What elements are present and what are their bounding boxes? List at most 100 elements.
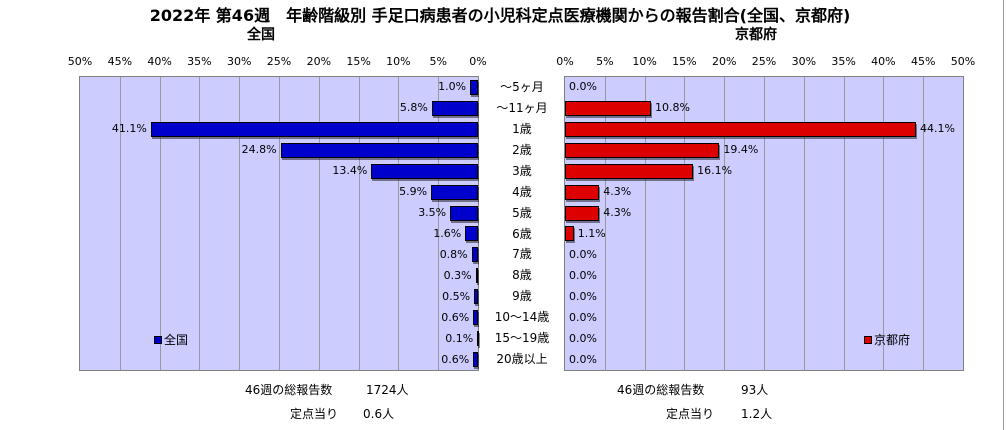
frame-right-edge: [1003, 0, 1004, 430]
kyoto-data-label: 0.0%: [569, 80, 597, 94]
national-data-label: 5.8%: [399, 101, 428, 115]
national-bar: [471, 247, 478, 263]
gridline: [883, 77, 885, 370]
x-tick-label: 40%: [147, 55, 172, 68]
legend-label-kyoto: 京都府: [874, 333, 911, 347]
national-bar: [465, 226, 478, 242]
category-label: 1歳: [512, 121, 532, 136]
kyoto-data-label: 0.0%: [569, 331, 597, 345]
national-data-label: 41.1%: [111, 122, 147, 136]
national-data-label: 3.5%: [418, 206, 447, 220]
national-bar: [431, 100, 478, 116]
kyoto-data-label: 1.1%: [577, 226, 606, 240]
category-label: 7歳: [512, 247, 532, 262]
gridline: [724, 77, 726, 370]
panel-heading-national: 全国: [247, 27, 275, 43]
kyoto-bar: [565, 184, 600, 200]
category-label: ～5ヶ月: [500, 80, 544, 94]
kyoto-data-label: 19.4%: [723, 143, 759, 157]
kyoto-data-label: 0.0%: [569, 352, 597, 366]
total-reports-value-kyoto: 93人: [741, 383, 769, 397]
kyoto-data-label: 4.3%: [603, 206, 632, 220]
gridline: [684, 77, 686, 370]
category-label: ～11ヶ月: [496, 100, 548, 115]
total-reports-label-national: 46週の総報告数: [245, 383, 333, 397]
x-tick-label: 10%: [386, 55, 411, 68]
kyoto-bar: [565, 142, 720, 158]
category-label: 9歳: [512, 289, 532, 304]
x-tick-label: 35%: [187, 55, 212, 68]
kyoto-data-label: 16.1%: [697, 164, 733, 178]
national-data-label: 1.0%: [438, 80, 467, 94]
national-bar: [475, 268, 478, 284]
kyoto-data-label: 0.0%: [569, 310, 597, 324]
category-label: 3歳: [512, 163, 532, 178]
gridline: [279, 77, 280, 370]
national-data-label: 0.3%: [443, 268, 472, 282]
kyoto-bar: [565, 100, 651, 116]
category-label: 20歳以上: [496, 352, 548, 367]
national-bar: [280, 142, 478, 158]
panel-heading-kyoto: 京都府: [735, 27, 777, 43]
category-axis: ～5ヶ月 ～11ヶ月 1歳 2歳 3歳 4歳 5歳 6歳 7歳 8歳 9歳 10～14歳 15～19歳 2…: [479, 77, 565, 370]
legend-label-national: 全国: [164, 333, 189, 347]
x-tick-label: 35%: [831, 55, 856, 68]
national-bar: [473, 352, 478, 368]
total-reports-value-national: 1724人: [366, 383, 409, 397]
chart-title: 2022年 第46週 年齢階級別 手足口病患者の小児科定点医療機関からの報告割合…: [149, 6, 851, 25]
total-reports-label-kyoto: 46週の総報告数: [617, 383, 705, 397]
national-data-label: 0.6%: [441, 352, 470, 366]
kyoto-data-label: 0.0%: [569, 289, 597, 303]
x-tick-label: 20%: [711, 55, 737, 68]
x-tick-label: 45%: [910, 55, 936, 68]
category-label: 4歳: [512, 184, 532, 199]
category-label: 2歳: [512, 142, 532, 157]
per-site-label-kyoto: 定点当り: [666, 407, 715, 421]
x-tick-label: 15%: [672, 55, 697, 68]
national-data-label: 1.6%: [433, 226, 462, 240]
plot-area-national: 1.0% 5.8% 41.1% 24.8% 13.4% 5.9% 3.5% 1.6% 0.8% 0…: [79, 76, 480, 371]
category-label: 5歳: [512, 205, 532, 220]
national-data-label: 24.8%: [241, 143, 277, 157]
national-bar: [371, 163, 478, 179]
x-tick-label: 50%: [67, 55, 93, 68]
x-tick-label: 0%: [556, 55, 574, 68]
national-data-label: 0.5%: [442, 289, 471, 303]
gridline: [923, 77, 925, 370]
legend-national: 全国: [154, 333, 188, 347]
national-data-label: 0.1%: [445, 331, 474, 345]
x-tick-label: 45%: [107, 55, 133, 68]
gridline: [318, 77, 320, 370]
category-label: 8歳: [512, 268, 532, 283]
x-tick-label: 30%: [791, 55, 817, 68]
x-tick-label: 25%: [751, 55, 777, 68]
x-tick-label: 20%: [306, 55, 332, 68]
kyoto-data-label: 0.0%: [569, 247, 597, 261]
x-tick-label: 40%: [871, 55, 896, 68]
kyoto-bar: [565, 205, 600, 221]
gridline: [398, 77, 400, 370]
x-tick-label: 50%: [950, 55, 976, 68]
gridline: [644, 77, 646, 370]
x-tick-label: 15%: [346, 55, 371, 68]
x-tick-label: 0%: [469, 55, 487, 68]
gridline: [843, 77, 845, 370]
legend-swatch-kyoto: [864, 336, 872, 344]
legend-kyoto: 京都府: [864, 333, 910, 347]
national-bar: [474, 289, 478, 305]
gridline: [358, 77, 360, 370]
x-tick-label: 30%: [226, 55, 252, 68]
national-data-label: 0.8%: [439, 247, 468, 261]
gridline: [199, 77, 201, 370]
per-site-label-national: 定点当り: [290, 407, 339, 421]
category-label: 15～19歳: [494, 331, 550, 346]
x-tick-label: 25%: [266, 55, 292, 68]
gridline: [239, 77, 241, 370]
national-bar: [477, 331, 480, 347]
kyoto-bar: [565, 226, 574, 242]
gridline: [764, 77, 765, 370]
kyoto-bar: [565, 163, 694, 179]
per-site-value-kyoto: 1.2人: [741, 407, 773, 421]
legend-swatch-national: [154, 336, 162, 344]
national-bar: [450, 205, 478, 221]
